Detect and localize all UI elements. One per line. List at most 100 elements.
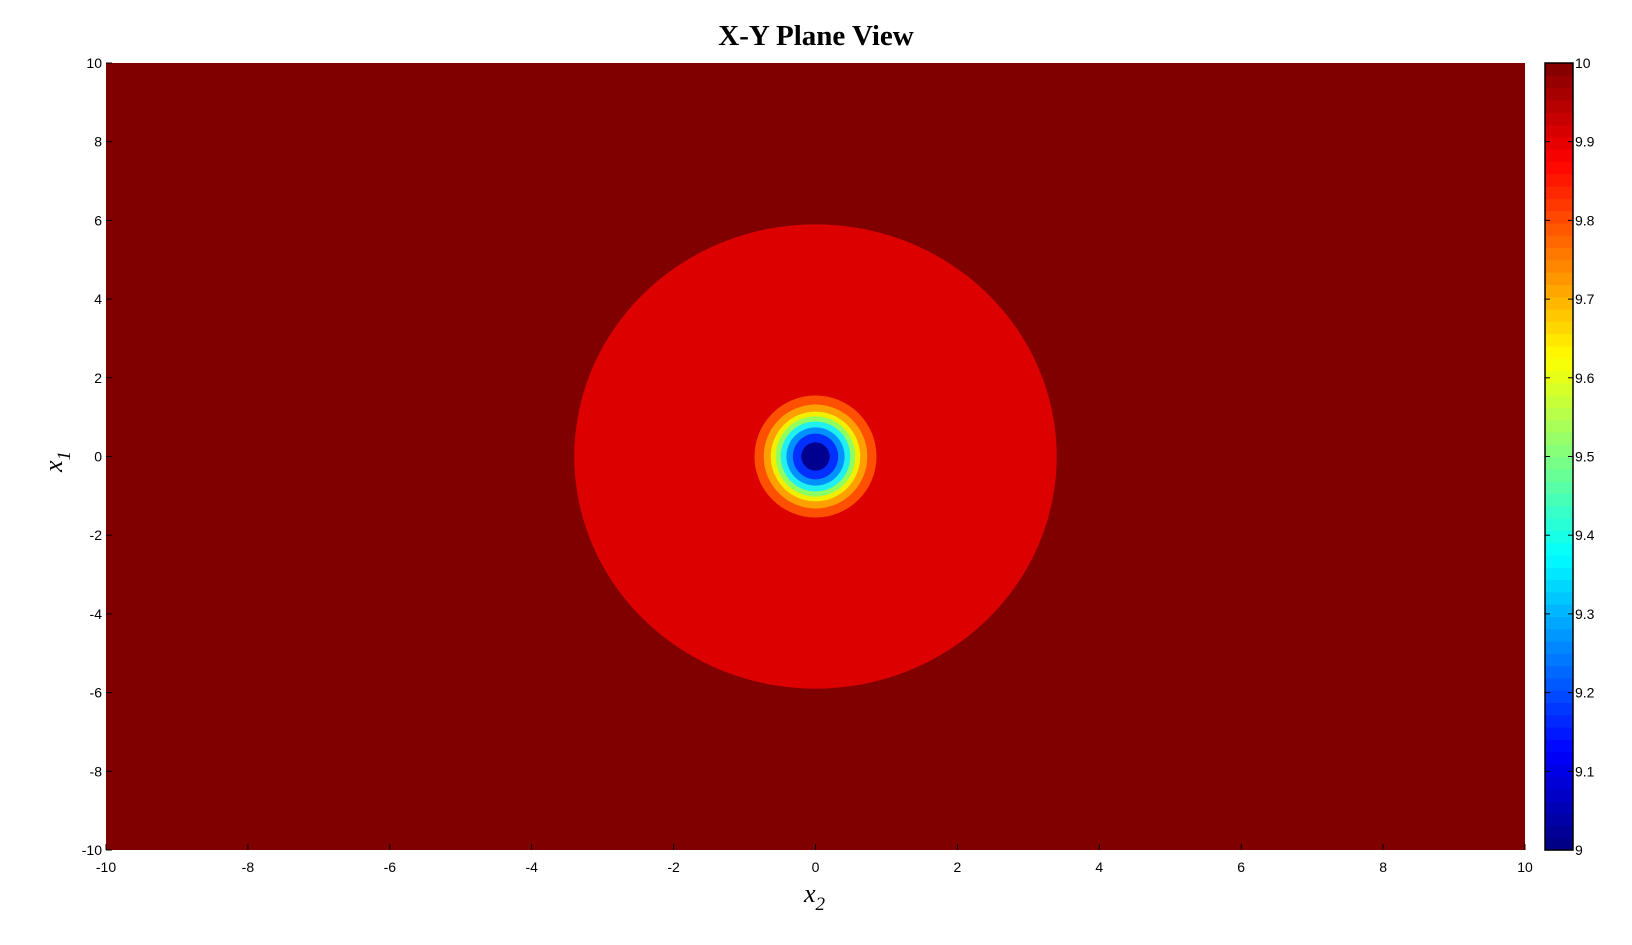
y-axis-label: x1: [39, 451, 75, 473]
colorbar-swatch: [1545, 591, 1573, 605]
colorbar-swatch: [1545, 358, 1573, 372]
x-axis-ticks: -10 -8 -6 -4 -2 0 2 4 6 8 10: [96, 844, 1533, 875]
colorbar-swatch: [1545, 517, 1573, 531]
colorbar-swatch: [1545, 222, 1573, 236]
colorbar-swatch: [1545, 530, 1573, 544]
colorbar-swatch: [1545, 837, 1573, 851]
colorbar-tick-label: 9.6: [1575, 370, 1595, 386]
y-axis-ticks: -10 -8 -6 -4 -2 0 2 4 6 8 10: [82, 55, 112, 858]
colorbar-swatch: [1545, 407, 1573, 421]
colorbar-swatch: [1545, 628, 1573, 642]
x-tick-label: 8: [1379, 859, 1387, 875]
colorbar-swatch: [1545, 825, 1573, 839]
colorbar-swatch: [1545, 813, 1573, 827]
colorbar-swatch: [1545, 788, 1573, 802]
colorbar-swatch: [1545, 554, 1573, 568]
colorbar-swatch: [1545, 579, 1573, 593]
colorbar-swatch: [1545, 505, 1573, 519]
colorbar-swatch: [1545, 542, 1573, 556]
colorbar-tick-label: 9.9: [1575, 134, 1595, 150]
x-tick-label: -2: [667, 859, 680, 875]
x-tick-label: -10: [96, 859, 116, 875]
x-tick-label: 10: [1517, 859, 1533, 875]
colorbar-tick-label: 9.3: [1575, 606, 1595, 622]
colorbar-swatch: [1545, 321, 1573, 335]
x-tick-label: -8: [242, 859, 255, 875]
y-tick-label: 10: [86, 55, 102, 71]
y-tick-label: 6: [94, 212, 102, 228]
y-tick-label: -8: [90, 763, 103, 779]
colorbar-swatch: [1545, 714, 1573, 728]
colorbar-tick-label: 9.5: [1575, 449, 1595, 465]
colorbar-tick-label: 9.8: [1575, 212, 1595, 228]
colorbar-swatch: [1545, 653, 1573, 667]
y-tick-label: -4: [90, 606, 103, 622]
colorbar-swatch: [1545, 87, 1573, 101]
colorbar-swatch: [1545, 419, 1573, 433]
y-tick-label: -6: [90, 685, 103, 701]
colorbar-swatch: [1545, 333, 1573, 347]
colorbar-swatch: [1545, 99, 1573, 113]
colorbar-swatch: [1545, 395, 1573, 408]
x-axis-label: x2: [803, 879, 826, 915]
colorbar-swatch: [1545, 272, 1573, 285]
colorbar-swatch: [1545, 247, 1573, 261]
colorbar-swatch: [1545, 677, 1573, 691]
colorbar-swatch: [1545, 136, 1573, 150]
y-tick-label: 0: [94, 449, 102, 465]
chart-title: X-Y Plane View: [718, 20, 914, 52]
colorbar-swatch: [1545, 149, 1573, 162]
colorbar-swatch: [1545, 185, 1573, 199]
colorbar-swatch: [1545, 739, 1573, 753]
colorbar-swatch: [1545, 259, 1573, 273]
colorbar-swatch: [1545, 308, 1573, 322]
colorbar-swatch: [1545, 161, 1573, 175]
colorbar-swatch: [1545, 727, 1573, 740]
colorbar-swatch: [1545, 75, 1573, 89]
colorbar-swatch: [1545, 173, 1573, 187]
colorbar-tick-label: 9.1: [1575, 763, 1595, 779]
colorbar-tick-label: 9.7: [1575, 291, 1595, 307]
colorbar-swatch: [1545, 616, 1573, 630]
y-tick-label: -2: [90, 527, 103, 543]
colorbar-swatch: [1545, 345, 1573, 359]
x-tick-label: -6: [384, 859, 397, 875]
colorbar-swatch: [1545, 456, 1573, 470]
colorbar-swatch: [1545, 124, 1573, 138]
colorbar-tick-label: 9.4: [1575, 527, 1595, 543]
colorbar-swatch: [1545, 604, 1573, 617]
y-tick-label: -10: [82, 842, 102, 858]
colorbar-swatch: [1545, 284, 1573, 298]
colorbar-swatch: [1545, 763, 1573, 777]
x-tick-label: 0: [812, 859, 820, 875]
colorbar-swatch: [1545, 235, 1573, 249]
colorbar-swatch: [1545, 370, 1573, 384]
y-tick-label: 8: [94, 134, 102, 150]
colorbar-tick-label: 10: [1575, 55, 1591, 71]
colorbar-swatch: [1545, 210, 1573, 224]
colorbar-swatch: [1545, 640, 1573, 654]
colorbar-swatch: [1545, 751, 1573, 765]
colorbar-swatch: [1545, 702, 1573, 716]
colorbar-swatch: [1545, 198, 1573, 212]
y-tick-label: 4: [94, 291, 102, 307]
colorbar-swatch: [1545, 493, 1573, 507]
y-tick-label: 2: [94, 370, 102, 386]
contour-level-8: [801, 442, 830, 471]
colorbar-swatch: [1545, 776, 1573, 790]
colorbar-swatch: [1545, 112, 1573, 126]
colorbar-tick-label: 9.2: [1575, 685, 1595, 701]
colorbar-swatch: [1545, 431, 1573, 445]
colorbar: 9 9.1 9.2 9.3 9.4 9.5 9.6 9.7 9.8 9.9 10: [1544, 55, 1595, 858]
x-tick-label: 4: [1095, 859, 1103, 875]
colorbar-swatch: [1545, 444, 1573, 458]
colorbar-swatch: [1545, 468, 1573, 482]
x-tick-label: -4: [525, 859, 538, 875]
x-tick-label: 6: [1237, 859, 1245, 875]
colorbar-swatch: [1545, 63, 1573, 76]
colorbar-swatch: [1545, 382, 1573, 396]
colorbar-swatch: [1545, 690, 1573, 704]
colorbar-swatch: [1545, 481, 1573, 494]
plot-area: [106, 63, 1525, 850]
